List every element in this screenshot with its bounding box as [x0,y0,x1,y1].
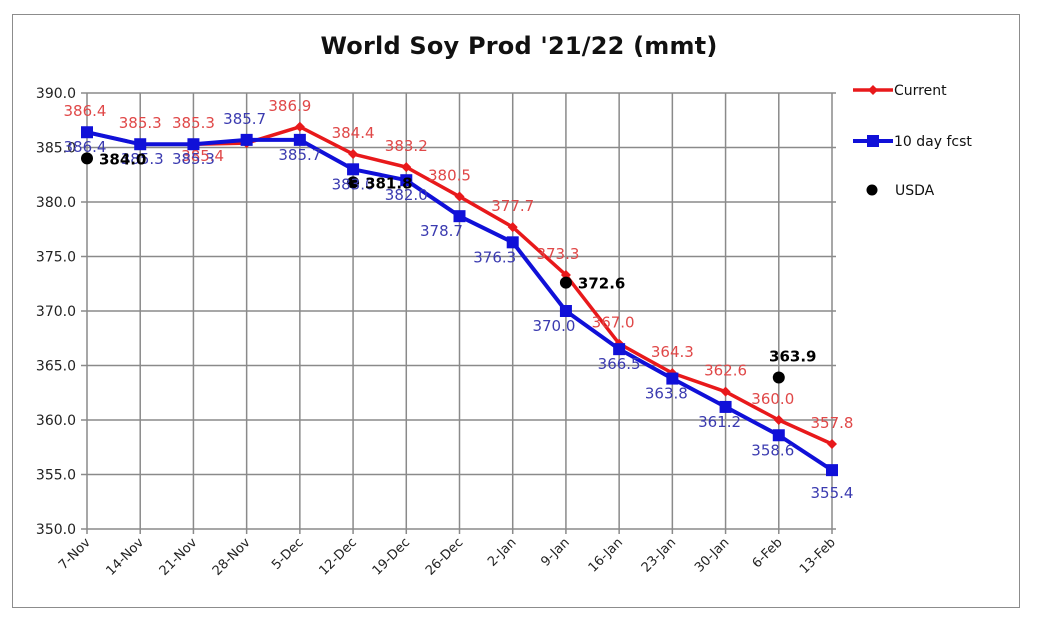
data-label-10-day-fcst: 385.7 [223,110,266,128]
x-tick-label: 23-Jan [639,535,679,575]
data-label-current: 383.2 [385,137,428,155]
x-tick-label: 7-Nov [56,535,94,573]
data-point-10-day-fcst [613,343,626,356]
data-label-10-day-fcst: 361.2 [698,413,741,431]
chart-title: World Soy Prod '21/22 (mmt) [320,32,718,60]
data-label-usda: 363.9 [769,347,816,365]
data-label-current: 364.3 [651,343,694,361]
legend-marker-usda [866,184,878,196]
data-point-current [827,438,837,449]
y-tick-label: 355.0 [36,468,76,484]
y-tick-label: 390.0 [36,86,76,102]
y-axis-ticks: 390.0 385.0 380.0 375.0 370.0 365.0 360.0 355.0… [36,86,76,538]
data-label-10-day-fcst: 363.8 [645,385,688,403]
legend-label: 10 day fcst [894,134,972,150]
data-point-usda [81,152,93,165]
data-point-10-day-fcst [559,305,572,317]
data-label-10-day-fcst: 358.6 [751,441,794,459]
data-label-10-day-fcst: 383.0 [332,175,375,193]
x-tick-label: 5-Dec [269,535,307,573]
legend-label: USDA [895,183,935,199]
data-label-current: 384.4 [332,124,375,142]
x-tick-label: 9-Jan [538,535,572,569]
data-label-current: 367.0 [592,314,635,332]
legend: Current 10 day fcst USDA [853,83,972,199]
data-point-10-day-fcst [400,174,413,187]
x-tick-label: 6-Feb [750,535,786,571]
data-point-usda [347,176,360,189]
x-tick-label: 21-Nov [157,535,201,579]
data-point-10-day-fcst [826,464,838,477]
data-label-10-day-fcst: 385.3 [121,150,164,168]
y-tick-label: 385.0 [36,141,76,157]
data-label-current: 386.4 [64,102,107,120]
data-label-current: 357.8 [811,414,854,432]
legend-marker-10-day-fcst [867,135,879,147]
data-point-10-day-fcst [666,372,679,385]
data-label-10-day-fcst: 385.3 [172,150,215,168]
data-point-10-day-fcst [134,138,147,151]
y-tick-label: 350.0 [36,522,76,538]
data-point-current [454,191,465,202]
y-tick-label: 370.0 [36,304,76,320]
data-label-current: 377.7 [491,197,534,215]
data-label-10-day-fcst: 355.4 [811,484,854,502]
y-tick-label: 365.0 [36,359,76,375]
data-point-10-day-fcst [293,133,306,146]
data-label-usda: 372.6 [578,275,625,293]
x-tick-label: 13-Feb [797,535,839,577]
data-label-10-day-fcst: 386.4 [64,138,107,156]
data-point-current [294,121,305,132]
data-point-10-day-fcst [506,236,519,249]
data-label-current: 373.3 [536,245,579,263]
data-point-10-day-fcst [347,163,360,176]
data-point-current [773,415,784,425]
data-point-current [720,386,731,397]
x-axis-ticks: 7-Nov 14-Nov 21-Nov 28-Nov 5-Dec 12-Dec 19-Dec… [56,535,839,579]
y-tick-label: 375.0 [36,250,76,266]
data-label-current: 362.6 [704,362,747,380]
data-point-current [401,162,412,173]
x-tick-label: 19-Dec [370,535,413,578]
data-point-usda [559,276,572,289]
x-tick-label: 14-Nov [103,535,147,579]
gridlines [81,92,836,534]
legend-marker-current [868,85,878,95]
x-tick-label: 26-Dec [423,535,466,578]
data-label-current: 380.5 [428,167,471,185]
data-label-current: 385.4 [181,147,224,165]
data-label-current: 385.3 [119,114,162,132]
x-tick-label: 30-Jan [692,535,732,575]
data-label-usda: 384.0 [99,150,146,168]
data-point-10-day-fcst [240,133,253,146]
x-tick-label: 16-Jan [586,535,626,575]
data-point-10-day-fcst [81,126,93,139]
data-point-10-day-fcst [453,210,466,223]
data-label-10-day-fcst: 378.7 [420,222,463,240]
data-label-10-day-fcst: 366.5 [598,355,641,373]
y-tick-label: 380.0 [36,195,76,211]
x-tick-label: 28-Nov [210,535,254,579]
series-group [81,121,838,477]
data-point-10-day-fcst [772,429,785,442]
data-point-10-day-fcst [719,400,732,413]
legend-label: Current [894,83,947,99]
data-label-current: 386.9 [268,97,311,115]
data-point-usda [772,371,785,384]
data-label-10-day-fcst: 382.0 [385,186,428,204]
data-label-usda: 381.8 [365,174,412,192]
y-tick-label: 360.0 [36,413,76,429]
x-tick-label: 12-Dec [316,535,359,578]
x-tick-label: 2-Jan [485,535,519,569]
data-point-current [507,222,518,233]
data-point-current [348,149,359,160]
data-label-10-day-fcst: 376.3 [473,248,516,266]
data-label-current: 385.3 [172,114,215,132]
data-label-current: 360.0 [751,390,794,408]
data-label-10-day-fcst: 385.7 [278,146,321,164]
data-label-10-day-fcst: 370.0 [532,317,575,335]
data-point-10-day-fcst [187,138,200,151]
